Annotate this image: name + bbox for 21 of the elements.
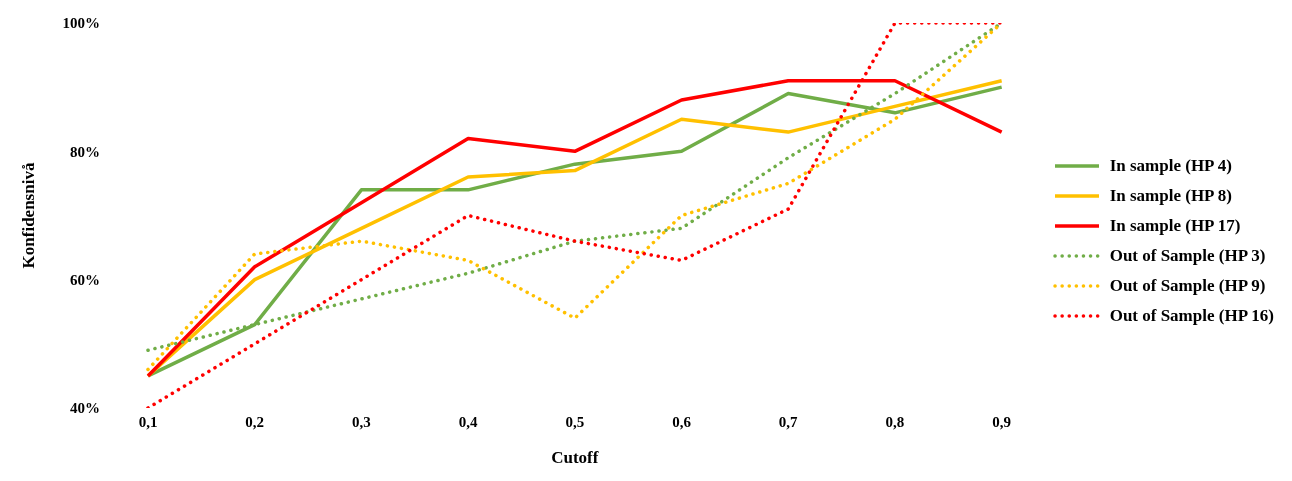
y-tick-label: 100% (62, 15, 100, 32)
x-tick-label: 0,8 (885, 413, 905, 430)
legend-label: In sample (HP 17) (1109, 215, 1241, 236)
x-tick-label: 0,1 (138, 413, 158, 430)
y-tick-label: 60% (70, 271, 100, 288)
x-tick-label: 0,2 (245, 413, 265, 430)
legend-label: Out of Sample (HP 3) (1109, 245, 1266, 266)
x-tick-label: 0,3 (352, 413, 371, 430)
legend-label: In sample (HP 8) (1109, 185, 1232, 206)
x-tick-label: 0,4 (458, 413, 478, 430)
x-tick-label: 0,5 (565, 413, 585, 430)
x-tick-label: 0,9 (992, 413, 1012, 430)
y-tick-label: 80% (70, 143, 100, 160)
legend-label: Out of Sample (HP 9) (1109, 275, 1266, 296)
y-axis-title: Konfidensnivå (19, 162, 39, 269)
y-tick-label: 40% (70, 400, 100, 417)
x-tick-label: 0,7 (778, 413, 799, 430)
x-axis-title: Cutoff (551, 448, 599, 467)
legend-label: In sample (HP 4) (1109, 155, 1232, 176)
legend-label: Out of Sample (HP 16) (1109, 305, 1274, 326)
x-tick-label: 0,6 (672, 413, 692, 430)
